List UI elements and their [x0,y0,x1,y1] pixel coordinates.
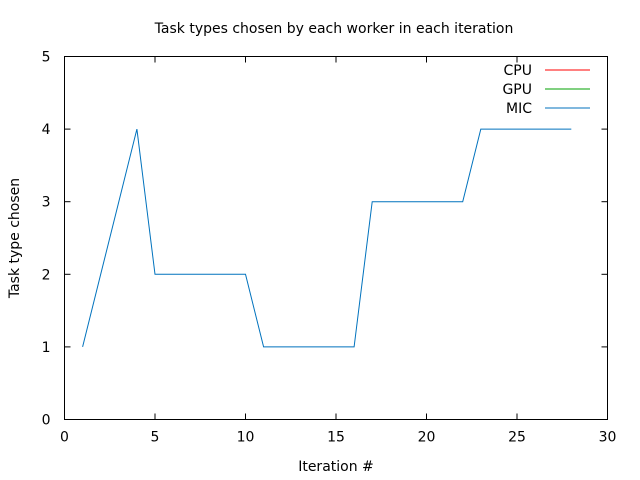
x-tick-label: 25 [508,430,526,446]
y-tick-label: 4 [42,122,51,138]
x-axis-label: Iteration # [298,459,374,475]
x-tick-label: 20 [418,430,436,446]
axis-ticks: 0 5 10 15 20 25 30 0 1 2 3 4 5 [42,50,617,446]
chart-title: Task types chosen by each worker in each… [154,21,514,37]
y-tick-label: 1 [42,340,51,356]
y-tick-label: 3 [42,195,51,211]
x-tick-label: 15 [327,430,345,446]
x-tick-label: 10 [237,430,255,446]
x-tick-label: 30 [599,430,617,446]
x-tick-label: 5 [151,430,160,446]
y-tick-label: 0 [42,413,51,429]
y-tick-label: 2 [42,267,51,283]
legend-label-cpu: CPU [504,63,532,79]
legend: CPU GPU MIC [502,63,590,117]
legend-label-gpu: GPU [502,82,532,98]
legend-label-mic: MIC [506,101,532,117]
series-line-mic [82,128,572,348]
x-tick-label: 0 [60,430,69,446]
series-lines [82,128,572,348]
y-axis-label: Task type chosen [7,178,23,299]
y-tick-label: 5 [42,50,51,66]
